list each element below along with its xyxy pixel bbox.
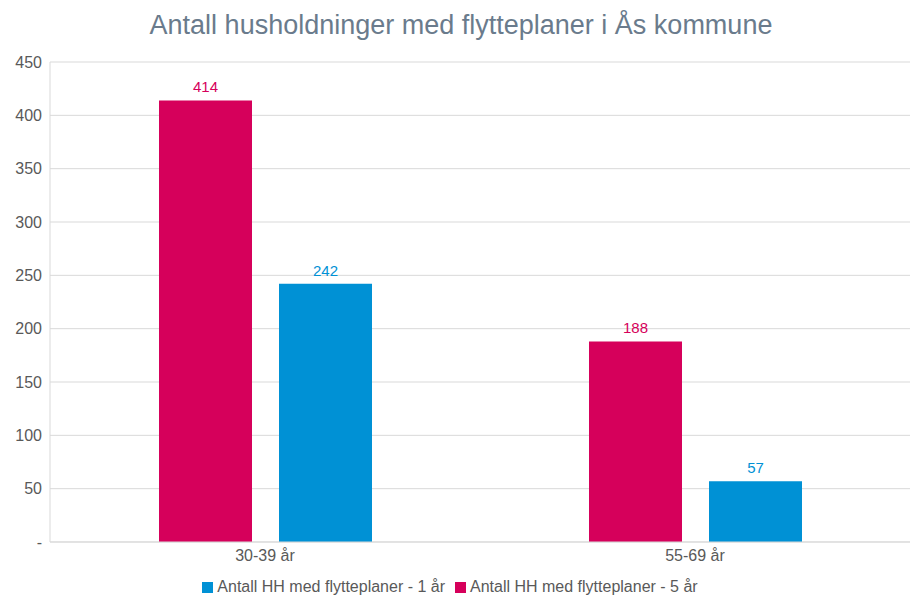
svg-text:57: 57 [747, 459, 764, 476]
svg-text:300: 300 [15, 214, 42, 231]
svg-text:188: 188 [623, 319, 648, 336]
svg-text:450: 450 [15, 54, 42, 71]
svg-text:250: 250 [15, 267, 42, 284]
html-text:Antall husholdninger med flytt: Antall husholdninger med flytteplaner i … [149, 10, 773, 40]
svg-text:400: 400 [15, 107, 42, 124]
svg-text:100: 100 [15, 427, 42, 444]
svg-text:414: 414 [193, 78, 218, 95]
html-text:Antall HH med flytteplaner - 1: Antall HH med flytteplaner - 1 år [217, 578, 445, 595]
html-text:Antall HH med flytteplaner - 5: Antall HH med flytteplaner - 5 år [470, 578, 698, 595]
svg-text:55-69 år: 55-69 år [665, 547, 725, 564]
svg-text:242: 242 [313, 262, 338, 279]
svg-text:-: - [37, 534, 42, 551]
svg-text:150: 150 [15, 374, 42, 391]
svg-text:30-39 år: 30-39 år [235, 547, 295, 564]
svg-text:50: 50 [24, 480, 42, 497]
svg-text:350: 350 [15, 160, 42, 177]
svg-text:200: 200 [15, 320, 42, 337]
